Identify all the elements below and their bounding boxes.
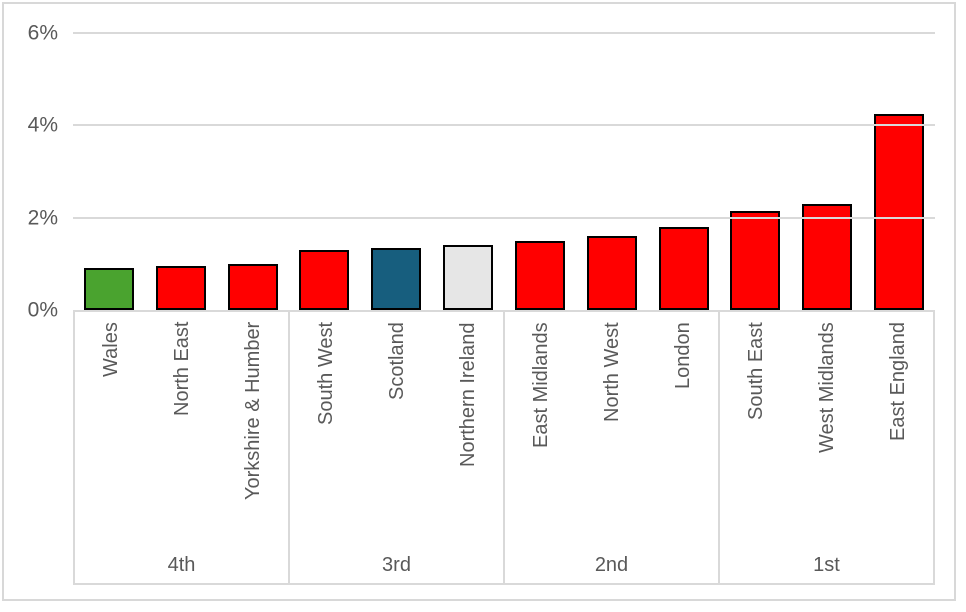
category-label: London	[671, 322, 694, 389]
x-axis: Wales North East Yorkshire & Humber 4th Sout…	[73, 310, 935, 585]
group-box: East Midlands North West London 2nd	[503, 312, 718, 583]
bar-group	[720, 33, 936, 310]
category-label: East England	[886, 322, 909, 441]
category-label: Scotland	[385, 322, 408, 400]
bar-slot	[863, 33, 935, 310]
category-label: North West	[600, 322, 623, 422]
group-label: 1st	[813, 554, 840, 576]
gridline	[73, 32, 935, 34]
bar	[658, 226, 709, 310]
bar-group	[73, 33, 289, 310]
category-slot: London	[647, 312, 718, 583]
bar	[227, 263, 278, 310]
category-label: Northern Ireland	[456, 322, 479, 467]
bar-slot	[73, 33, 145, 310]
group-label: 4th	[167, 554, 196, 576]
bar-slot	[791, 33, 863, 310]
category-label: Yorkshire & Humber	[241, 322, 264, 501]
bar-slot	[504, 33, 576, 310]
group-label: 2nd	[594, 554, 629, 576]
category-label: East Midlands	[529, 322, 552, 448]
bar	[802, 203, 853, 310]
bar	[371, 247, 422, 310]
bar	[443, 245, 494, 310]
bar-group	[289, 33, 505, 310]
group-box: South West Scotland Northern Ireland 3rd	[288, 312, 503, 583]
group-label: 3rd	[382, 554, 411, 576]
group-box: Wales North East Yorkshire & Humber 4th	[73, 312, 288, 583]
category-slot: West Midlands	[791, 312, 862, 583]
bar-slot	[360, 33, 432, 310]
category-slot: Scotland	[361, 312, 432, 583]
category-label: North East	[170, 322, 193, 417]
bar	[299, 249, 350, 310]
gridline	[73, 124, 935, 127]
bar	[83, 268, 134, 310]
bar	[514, 240, 565, 310]
category-label: West Midlands	[815, 322, 838, 453]
category-label: South West	[314, 322, 337, 426]
bar-slot	[720, 33, 792, 310]
plot-area	[73, 32, 935, 310]
y-tick-label: 6%	[27, 21, 58, 45]
group-box: South East West Midlands East England 1st	[718, 312, 935, 583]
bar-slot	[289, 33, 361, 310]
category-slot: North East	[146, 312, 217, 583]
category-slot: East England	[862, 312, 933, 583]
bar-slot	[648, 33, 720, 310]
category-slot: Northern Ireland	[432, 312, 503, 583]
y-tick-label: 2%	[27, 206, 58, 230]
category-slot: Yorkshire & Humber	[217, 312, 288, 583]
bar-slot	[145, 33, 217, 310]
y-tick-label: 0%	[27, 298, 58, 322]
category-slot: East Midlands	[505, 312, 576, 583]
category-slot: South West	[290, 312, 361, 583]
gridline	[73, 216, 935, 219]
bar	[874, 113, 925, 310]
category-label: Wales	[99, 322, 122, 377]
bar-slot	[576, 33, 648, 310]
bar	[155, 266, 206, 310]
bar-groups	[73, 33, 935, 310]
category-slot: North West	[576, 312, 647, 583]
category-label: South East	[744, 322, 767, 420]
bar-slot	[432, 33, 504, 310]
y-axis: 0% 2% 4% 6%	[0, 23, 63, 321]
bar	[730, 210, 781, 310]
category-slot: Wales	[75, 312, 146, 583]
category-slot: South East	[720, 312, 791, 583]
y-tick-label: 4%	[27, 113, 58, 137]
bar	[586, 236, 637, 310]
bar-group	[504, 33, 720, 310]
bar-slot	[217, 33, 289, 310]
